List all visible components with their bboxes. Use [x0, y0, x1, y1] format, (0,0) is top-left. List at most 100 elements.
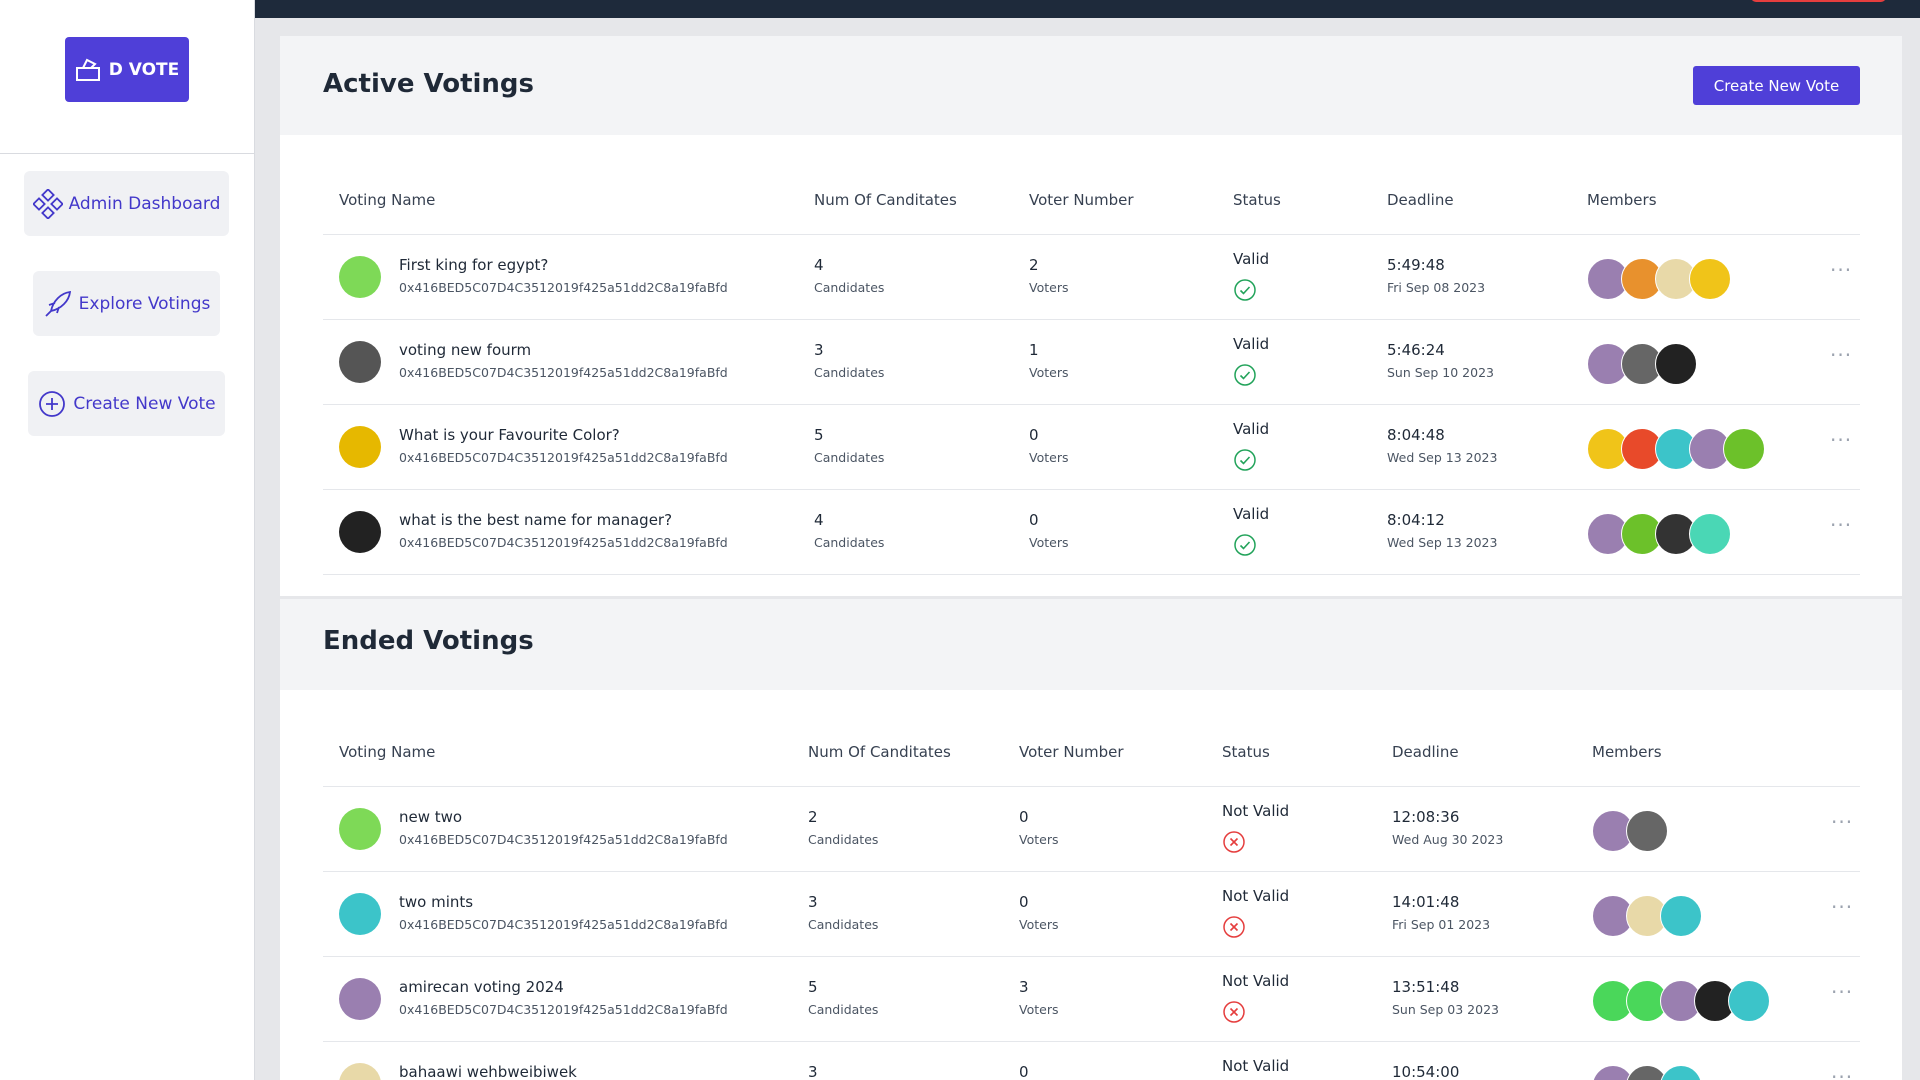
voting-icon	[339, 1062, 381, 1080]
nav-label: Explore Votings	[78, 293, 211, 314]
row-menu[interactable]: ···	[1831, 1064, 1854, 1080]
row-menu[interactable]: ···	[1830, 512, 1853, 537]
voting-icon	[339, 977, 381, 1020]
voting-address: 0x416BED5C07D4C3512019f425a51dd2C8a19faB…	[399, 279, 728, 295]
deadline-time: 5:49:48	[1387, 255, 1445, 274]
nav-icon	[45, 290, 71, 317]
deadline-time: 10:54:00	[1392, 1062, 1460, 1080]
candidates-count: 4	[814, 255, 824, 274]
deadline-date: Fri Sep 01 2023	[1392, 916, 1491, 932]
column-header: Members	[1587, 191, 1657, 209]
nav-item[interactable]: Explore Votings	[33, 271, 220, 336]
nav-icon	[39, 390, 66, 417]
create-button[interactable]: Create New Vote	[1693, 66, 1860, 105]
voters-count: 0	[1019, 892, 1029, 911]
candidates-label: Candidates	[814, 449, 885, 465]
candidates-count: 3	[814, 340, 824, 359]
status-text: Not Valid	[1222, 886, 1290, 905]
voting-name[interactable]: amirecan voting 2024	[399, 977, 564, 996]
status-text: Not Valid	[1222, 801, 1290, 820]
deadline-date: Sun Sep 10 2023	[1387, 364, 1494, 380]
row-menu[interactable]: ···	[1831, 979, 1854, 1004]
voters-label: Voters	[1029, 449, 1069, 465]
row-menu[interactable]: ···	[1830, 427, 1853, 452]
voters-label: Voters	[1029, 279, 1069, 295]
status-text: Not Valid	[1222, 971, 1290, 990]
status-icon	[1234, 448, 1256, 471]
candidates-count: 3	[808, 892, 818, 911]
nav-item[interactable]: Admin Dashboard	[24, 171, 229, 236]
status-text: Not Valid	[1222, 1056, 1290, 1075]
candidates-count: 4	[814, 510, 824, 529]
column-header: Deadline	[1392, 743, 1459, 761]
logo-icon	[75, 58, 100, 81]
voting-address: 0x416BED5C07D4C3512019f425a51dd2C8a19faB…	[399, 534, 728, 550]
column-header: Num Of Canditates	[808, 743, 951, 761]
deadline-date: Wed Sep 13 2023	[1387, 449, 1498, 465]
row-separator	[323, 786, 1860, 787]
logo[interactable]: D VOTE	[65, 37, 189, 102]
status-icon	[1223, 915, 1245, 938]
voters-label: Voters	[1019, 916, 1059, 932]
voting-name[interactable]: What is your Favourite Color?	[399, 425, 620, 444]
column-header: Num Of Canditates	[814, 191, 957, 209]
voting-name[interactable]: two mints	[399, 892, 474, 911]
voting-icon	[339, 425, 381, 468]
status-icon	[1234, 363, 1256, 386]
member-avatar	[1655, 342, 1697, 385]
voting-name[interactable]: what is the best name for manager?	[399, 510, 673, 529]
member-avatar	[1660, 894, 1702, 937]
status-icon	[1234, 533, 1256, 556]
row-separator	[323, 404, 1860, 405]
voting-address: 0x416BED5C07D4C3512019f425a51dd2C8a19faB…	[399, 1001, 728, 1017]
column-header: Status	[1233, 191, 1281, 209]
candidates-label: Candidates	[808, 916, 879, 932]
status-text: Valid	[1233, 419, 1270, 438]
voting-name[interactable]: voting new fourm	[399, 340, 532, 359]
deadline-date: Wed Aug 30 2023	[1392, 831, 1504, 847]
nav-item[interactable]: Create New Vote	[28, 371, 225, 436]
candidates-label: Candidates	[808, 1001, 879, 1017]
voters-count: 0	[1029, 510, 1039, 529]
row-separator	[323, 1041, 1860, 1042]
candidates-label: Candidates	[814, 279, 885, 295]
column-header: Voter Number	[1029, 191, 1134, 209]
deadline-date: Wed Sep 13 2023	[1387, 534, 1498, 550]
voters-count: 3	[1019, 977, 1029, 996]
column-header: Voting Name	[339, 191, 436, 209]
candidates-count: 5	[808, 977, 818, 996]
row-menu[interactable]: ···	[1830, 257, 1853, 282]
voting-name[interactable]: First king for egypt?	[399, 255, 549, 274]
candidates-count: 2	[808, 807, 818, 826]
voting-name[interactable]: new two	[399, 807, 463, 826]
column-header: Voting Name	[339, 743, 436, 761]
voters-count: 0	[1029, 425, 1039, 444]
status-icon	[1223, 1000, 1245, 1023]
voters-count: 2	[1029, 255, 1039, 274]
voting-icon	[339, 510, 381, 553]
row-menu[interactable]: ···	[1830, 342, 1853, 367]
row-menu[interactable]: ···	[1831, 809, 1854, 834]
deadline-time: 5:46:24	[1387, 340, 1445, 359]
status-icon	[1234, 278, 1256, 301]
deadline-time: 8:04:48	[1387, 425, 1445, 444]
voters-label: Voters	[1019, 831, 1059, 847]
candidates-label: Candidates	[814, 364, 885, 380]
row-menu[interactable]: ···	[1831, 894, 1854, 919]
voting-name[interactable]: bahaawi wehbweibiwek	[399, 1062, 577, 1080]
member-avatar	[1626, 809, 1668, 852]
voting-icon	[339, 892, 381, 935]
top-button[interactable]	[1751, 0, 1886, 2]
status-icon	[1223, 830, 1245, 853]
card-header	[280, 599, 1902, 690]
status-text: Valid	[1233, 249, 1270, 268]
voting-icon	[339, 807, 381, 850]
deadline-time: 14:01:48	[1392, 892, 1460, 911]
voting-address: 0x416BED5C07D4C3512019f425a51dd2C8a19faB…	[399, 916, 728, 932]
voters-label: Voters	[1029, 534, 1069, 550]
candidates-count: 3	[808, 1062, 818, 1080]
row-separator	[323, 234, 1860, 235]
row-separator	[323, 871, 1860, 872]
voting-icon	[339, 340, 381, 383]
section-title: Ended Votings	[323, 626, 534, 656]
